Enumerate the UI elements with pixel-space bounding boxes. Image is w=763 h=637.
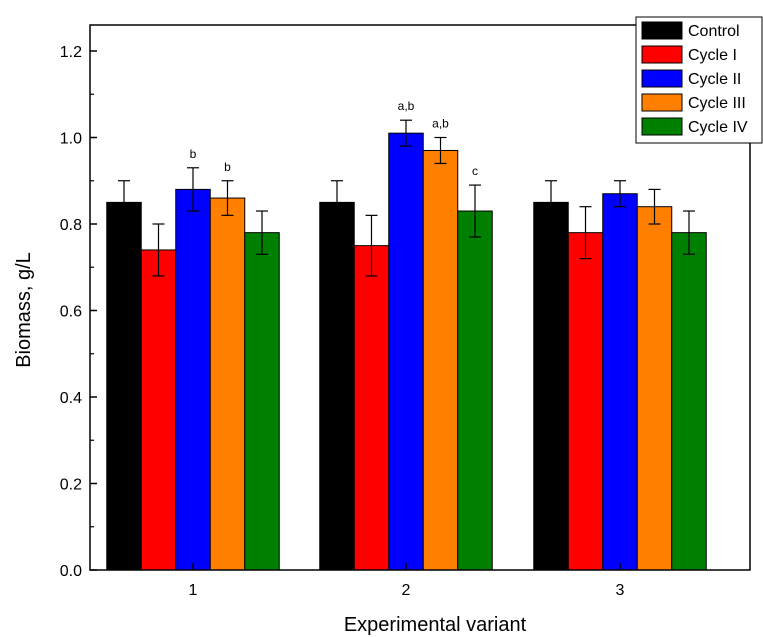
y-tick-label: 0.6 — [60, 304, 82, 321]
significance-label: b — [224, 160, 231, 174]
bar — [106, 201, 142, 571]
y-tick-label: 0.0 — [60, 563, 82, 580]
y-tick-label: 1.2 — [60, 44, 82, 61]
bar — [140, 249, 177, 571]
bar — [567, 232, 604, 571]
plot-frame — [89, 24, 751, 571]
y-tick-label: 1.0 — [60, 131, 82, 148]
bar — [636, 206, 673, 571]
bar — [319, 201, 355, 571]
bar — [388, 132, 424, 571]
y-tick-label: 0.2 — [60, 477, 82, 494]
bar — [353, 245, 390, 571]
legend-swatch — [641, 93, 683, 112]
x-tick-label: 1 — [189, 582, 198, 599]
bars-layer — [106, 132, 707, 571]
legend-label: Control — [688, 23, 740, 40]
bar — [175, 188, 211, 571]
bar — [671, 232, 707, 571]
y-axis-title: Biomass, g/L — [13, 252, 35, 368]
significance-label: c — [472, 164, 478, 178]
bar — [422, 149, 459, 571]
significance-label: b — [190, 147, 197, 161]
legend-swatch — [641, 21, 683, 40]
legend: Control Cycle I Cycle II Cycle III Cycle IV — [635, 16, 763, 144]
x-tick-label: 2 — [402, 582, 411, 599]
x-axis-title: Experimental variant — [344, 614, 527, 636]
x-tick-label: 3 — [616, 582, 625, 599]
significance-label: a,b — [398, 99, 415, 113]
legend-swatch — [641, 69, 683, 88]
bar — [209, 197, 246, 571]
bar — [602, 193, 638, 571]
legend-swatch — [641, 45, 683, 64]
bar — [457, 210, 493, 571]
legend-label: Cycle II — [688, 71, 741, 88]
significance-label: a,b — [432, 117, 449, 131]
bar — [533, 201, 569, 571]
y-tick-label: 0.8 — [60, 217, 82, 234]
legend-label: Cycle IV — [688, 119, 748, 136]
error-bars-layer — [118, 119, 695, 277]
legend-label: Cycle I — [688, 47, 737, 64]
bar — [244, 232, 280, 571]
y-tick-label: 0.4 — [60, 390, 82, 407]
legend-swatch — [641, 117, 683, 136]
annotations-layer: b b a,b a,b c — [190, 99, 478, 178]
axes-layer: 0.0 0.2 0.4 0.6 0.8 1.0 1.2 1 2 3 — [60, 24, 751, 599]
legend-label: Cycle III — [688, 95, 746, 112]
